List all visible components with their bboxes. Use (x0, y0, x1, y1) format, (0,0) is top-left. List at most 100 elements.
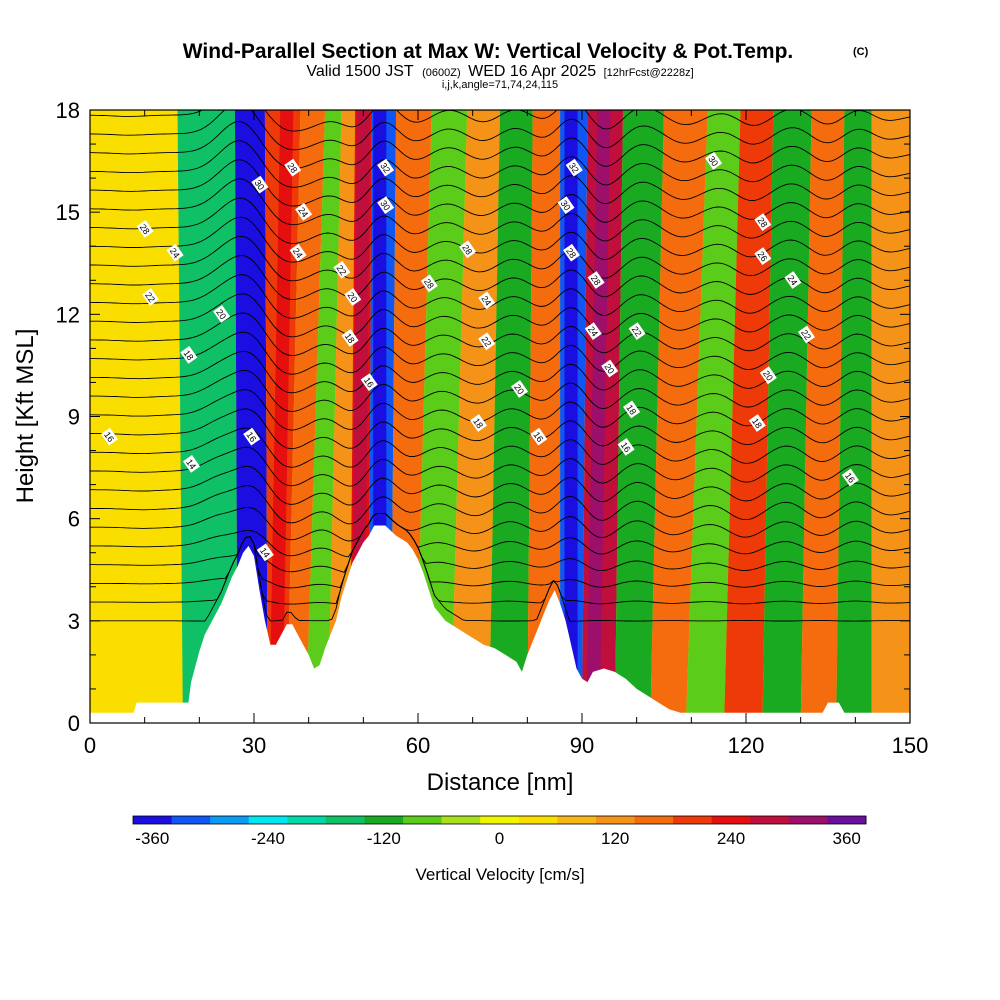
contour-label-text: 30 (253, 178, 267, 192)
contour-label-text: 16 (102, 430, 116, 444)
contour-label-text: 16 (362, 375, 376, 389)
contour-label-bg (469, 414, 488, 432)
contour-label-bg (797, 325, 816, 344)
x-tick-label: 120 (728, 733, 765, 758)
contour-label-text: 30 (378, 198, 392, 212)
velocity-band-core (586, 110, 611, 723)
contour-label-text: 24 (168, 246, 182, 260)
contour-label: 28 (284, 158, 302, 177)
theta-contour-line (90, 159, 910, 207)
contour-label-text: 16 (843, 471, 857, 485)
terrain-mask (90, 525, 910, 723)
colorbar: -360 -240 -120 0 120 240 360 (132, 815, 867, 848)
y-tick-label: 0 (68, 711, 80, 736)
contour-label: 18 (623, 400, 641, 419)
colorbar-swatch (480, 816, 520, 824)
contour-label-bg (100, 427, 119, 446)
velocity-band (305, 110, 342, 723)
contour-label: 30 (377, 196, 395, 215)
contour-label-text: 28 (460, 243, 474, 257)
contour-label-bg (754, 213, 772, 232)
contour-label: 20 (759, 366, 777, 385)
velocity-band (286, 110, 326, 723)
x-axis-label: Distance [nm] (427, 769, 574, 796)
theta-contour-line (90, 408, 910, 450)
contour-label-text: 16 (531, 430, 545, 444)
colorbar-swatch (788, 816, 828, 824)
contour-label-text: 18 (471, 416, 485, 430)
contour-label-bg (341, 329, 359, 347)
contour-label: 32 (377, 158, 395, 177)
velocity-band (871, 110, 910, 723)
theta-contour-line (90, 513, 910, 589)
x-tick-label: 0 (84, 733, 96, 758)
contour-label-text: 24 (296, 205, 310, 219)
chart-subtitle: Valid 1500 JST (0600Z) WED 16 Apr 2025 [… (306, 63, 693, 80)
contour-label-bg (180, 346, 198, 364)
contour-label-bg (478, 332, 496, 351)
contour-label-bg (623, 400, 641, 419)
contour-label-text: 24 (586, 324, 600, 338)
contour-label: 16 (530, 427, 548, 446)
contour-label-text: 20 (345, 290, 359, 304)
velocity-band (90, 110, 183, 723)
contour-label: 24 (295, 203, 313, 221)
colorbar-swatch (827, 816, 867, 824)
contour-label-text: 22 (143, 290, 157, 304)
contour-label: 20 (344, 288, 362, 306)
contour-label-text: 24 (479, 294, 493, 308)
contour-label-bg (748, 414, 766, 432)
contour-label-text: 14 (184, 457, 198, 471)
contour-label-text: 28 (755, 215, 769, 229)
velocity-band-core (564, 110, 578, 723)
contour-label-bg (141, 288, 160, 306)
contour-label-bg (759, 366, 777, 385)
contour-label: 24 (784, 271, 802, 289)
contour-label: 14 (256, 543, 274, 562)
velocity-band (450, 110, 500, 723)
contour-label-bg (289, 243, 307, 262)
contour-label: 28 (754, 213, 772, 232)
contour-label: 18 (341, 329, 359, 347)
contour-label: 18 (180, 346, 198, 364)
contour-label-bg (256, 543, 274, 562)
y-tick-label: 18 (56, 98, 80, 123)
contour-label: 30 (557, 196, 575, 215)
theta-contour-line (90, 178, 910, 226)
contour-label: 20 (213, 305, 231, 323)
contour-label-text: 16 (244, 430, 258, 444)
contour-label-bg (420, 274, 438, 293)
utc-time: (0600Z) (422, 67, 461, 79)
contour-label-bg (136, 220, 154, 238)
colorbar-frame (132, 815, 867, 825)
contour-label-bg (628, 322, 646, 341)
theta-contour-line (90, 389, 910, 431)
colorbar-swatch (248, 816, 288, 824)
y-axis-label: Height [Kft MSL] (12, 329, 39, 504)
colorbar-tick-label: -240 (251, 829, 285, 848)
theta-contour-line (90, 446, 910, 487)
velocity-band (415, 110, 468, 723)
colorbar-swatch (403, 816, 443, 824)
contour-label: 16 (360, 373, 378, 392)
colorbar-swatch (171, 816, 211, 824)
contour-label-text: 18 (181, 348, 195, 362)
contour-label: 20 (510, 380, 529, 398)
contour-label-text: 24 (786, 273, 800, 287)
contour-label-text: 30 (559, 198, 573, 212)
contour-label-text: 28 (589, 273, 603, 287)
contour-label-text: 32 (567, 161, 581, 175)
colorbar-swatch (325, 816, 365, 824)
contour-label-text: 18 (624, 403, 638, 417)
contour-label-text: 28 (422, 277, 436, 291)
theta-contour-line (90, 506, 910, 542)
contour-label: 24 (289, 243, 307, 262)
contour-label-bg (251, 175, 269, 194)
contour-label-text: 18 (343, 331, 357, 345)
colorbar-tick-label: -120 (367, 829, 401, 848)
velocity-band-core (236, 110, 266, 723)
velocity-band (762, 110, 812, 723)
contour-label-bg (562, 243, 581, 262)
contour-label-text: 14 (258, 546, 272, 560)
contour-label-text: 20 (512, 382, 526, 396)
